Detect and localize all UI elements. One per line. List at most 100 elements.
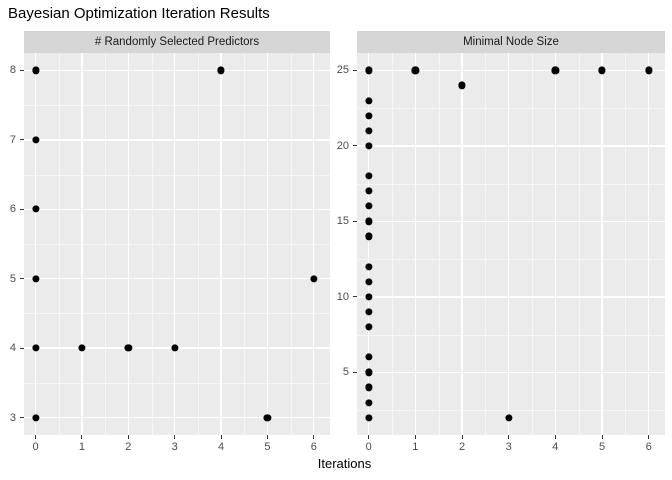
gridline-major-vertical — [601, 53, 603, 435]
x-tick-label: 0 — [365, 441, 372, 453]
data-point — [124, 344, 132, 352]
gridline-minor-vertical — [438, 53, 440, 435]
data-point — [365, 383, 373, 392]
gridline-minor-horizontal — [24, 105, 330, 106]
x-tick-mark — [266, 435, 268, 439]
y-tick-label: 20 — [336, 139, 349, 152]
x-tick-mark — [81, 435, 83, 439]
gridline-major-vertical — [127, 53, 129, 435]
y-tick-mark — [353, 69, 357, 71]
data-point — [365, 353, 373, 361]
data-point — [365, 232, 373, 241]
gridline-minor-horizontal — [24, 382, 330, 384]
data-point — [551, 66, 559, 74]
y-tick-mark — [353, 371, 357, 373]
x-tick-mark — [35, 435, 37, 439]
x-tick-mark — [508, 435, 510, 439]
y-tick-label: 3 — [9, 411, 16, 424]
gridline-major-vertical — [81, 53, 83, 435]
data-point — [365, 187, 373, 195]
facet-strip: Minimal Node Size — [357, 31, 665, 53]
x-tick-label: 6 — [645, 441, 652, 453]
gridline-major-vertical — [647, 53, 650, 435]
x-tick-mark — [601, 435, 603, 439]
y-tick-label: 6 — [9, 203, 16, 216]
gridline-major-vertical — [173, 53, 176, 435]
x-axis-title: Iterations — [317, 456, 372, 471]
x-tick-label: 1 — [412, 441, 419, 453]
plot-panel — [24, 53, 330, 435]
gridline-major-vertical — [367, 53, 370, 435]
x-tick-label: 2 — [458, 441, 466, 453]
data-point — [365, 398, 373, 407]
gridline-minor-horizontal — [357, 334, 665, 336]
x-tick-label: 0 — [32, 441, 39, 453]
gridline-minor-vertical — [625, 53, 627, 435]
x-tick-label: 5 — [264, 441, 271, 453]
y-tick-mark — [20, 278, 24, 280]
gridline-major-horizontal — [24, 139, 330, 141]
gridline-major-horizontal — [24, 208, 330, 210]
data-point — [411, 66, 419, 74]
gridline-major-horizontal — [24, 416, 330, 419]
data-point — [365, 96, 373, 105]
data-point — [31, 275, 40, 283]
data-point — [365, 323, 373, 331]
y-tick-mark — [20, 417, 24, 419]
x-tick-mark — [461, 435, 463, 439]
data-point — [365, 308, 373, 316]
y-tick-mark — [20, 139, 24, 141]
x-tick-mark — [313, 435, 315, 439]
x-tick-mark — [554, 435, 556, 439]
gridline-major-horizontal — [357, 371, 665, 374]
facet-strip: # Randomly Selected Predictors — [24, 31, 330, 53]
y-tick-label: 7 — [9, 133, 16, 146]
gridline-major-vertical — [34, 53, 37, 435]
x-tick-label: 4 — [217, 441, 225, 453]
gridline-major-horizontal — [24, 278, 330, 280]
gridline-major-vertical — [266, 53, 269, 435]
data-point — [365, 293, 373, 301]
data-point — [365, 127, 373, 135]
data-point — [365, 414, 373, 422]
gridline-minor-vertical — [578, 53, 580, 435]
x-tick-mark — [220, 435, 222, 439]
data-point — [598, 66, 606, 74]
data-point — [365, 263, 373, 271]
gridline-major-vertical — [313, 53, 315, 435]
gridline-minor-horizontal — [357, 183, 665, 185]
data-point — [31, 205, 40, 213]
gridline-minor-vertical — [532, 53, 533, 435]
gridline-major-vertical — [414, 53, 417, 435]
x-tick-label: 1 — [78, 441, 86, 453]
x-tick-mark — [368, 435, 370, 439]
x-tick-label: 5 — [598, 441, 606, 453]
plot-title: Bayesian Optimization Iteration Results — [8, 5, 270, 22]
facet-strip-label: Minimal Node Size — [463, 36, 559, 48]
data-point — [365, 172, 373, 180]
y-tick-label: 5 — [9, 272, 16, 285]
gridline-minor-horizontal — [24, 244, 330, 245]
data-point — [171, 344, 179, 352]
data-point — [365, 112, 373, 120]
data-point — [31, 344, 40, 352]
y-tick-mark — [353, 220, 357, 222]
gridline-major-horizontal — [24, 69, 330, 72]
data-point — [31, 66, 40, 74]
gridline-minor-horizontal — [357, 410, 665, 411]
data-point — [645, 66, 653, 74]
x-tick-label: 3 — [505, 441, 512, 453]
gridline-minor-horizontal — [357, 108, 665, 109]
data-point — [78, 344, 86, 352]
y-tick-label: 8 — [9, 64, 16, 77]
gridline-minor-horizontal — [24, 174, 330, 176]
gridline-major-vertical — [554, 53, 557, 435]
y-tick-mark — [353, 145, 357, 147]
data-point — [31, 414, 40, 422]
y-tick-label: 10 — [336, 290, 349, 303]
gridline-major-horizontal — [357, 296, 665, 298]
gridline-minor-vertical — [392, 53, 393, 435]
x-tick-mark — [174, 435, 176, 439]
gridline-minor-horizontal — [24, 313, 330, 315]
